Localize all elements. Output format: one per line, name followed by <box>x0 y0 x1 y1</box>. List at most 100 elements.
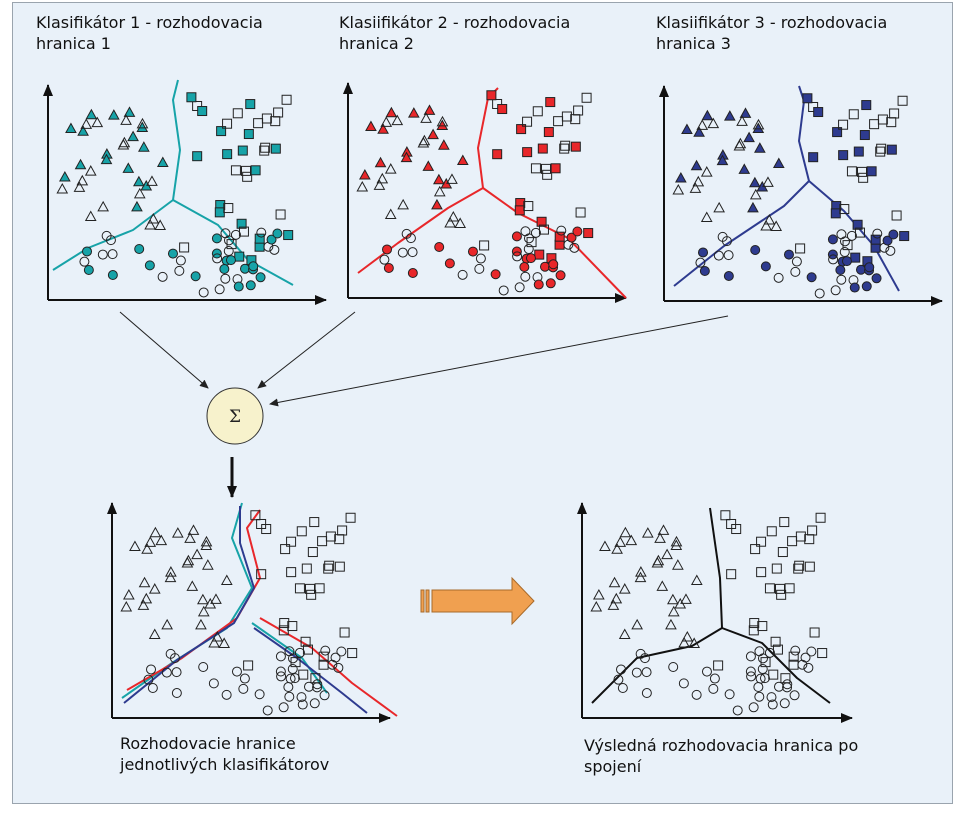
combined-square-point <box>325 531 336 542</box>
combined-square-point <box>261 524 272 535</box>
plot2-square-point <box>550 163 561 174</box>
combined-square-point <box>317 536 328 547</box>
combined-circle-point <box>276 671 287 682</box>
plot1-boundary <box>52 79 181 271</box>
result-circle-point <box>764 647 775 658</box>
plot3-triangle-point <box>689 182 702 193</box>
combined-triangle-point <box>161 618 173 630</box>
combined-triangle-point <box>155 534 168 546</box>
plot3-circle-point <box>841 256 852 267</box>
plot3-circle-point <box>791 256 802 267</box>
result-circle-point <box>708 683 719 694</box>
plot1-triangle-point <box>91 116 104 128</box>
result-circle-point <box>641 667 652 678</box>
plot3-triangle-point <box>690 159 703 171</box>
plot2-triangle-point <box>436 119 449 131</box>
plot1-circle-point <box>97 249 108 260</box>
plot2-circle-point <box>434 241 445 252</box>
result-triangle-point <box>680 593 692 604</box>
combined-triangle-point <box>191 548 203 560</box>
plot3-triangle-point <box>747 201 759 213</box>
combined-circle-point <box>238 683 249 694</box>
result-square-point <box>756 567 767 578</box>
plot2-circle-point <box>512 251 523 262</box>
plot3-triangle-point <box>707 117 720 129</box>
plot2-square-point <box>559 143 570 154</box>
result-square-point <box>764 583 775 594</box>
plot3-circle-point <box>806 272 817 283</box>
plot1-circle-point <box>83 264 94 275</box>
plot2-circle-point <box>545 278 556 289</box>
plot2-triangle-point <box>377 123 389 134</box>
combined-square-point <box>339 627 350 638</box>
plot1-triangle-point <box>107 109 120 120</box>
plot2-square-point <box>514 205 525 216</box>
plot3-triangle-point <box>696 119 709 130</box>
combined-triangle-point <box>187 524 200 535</box>
plot1-triangle-point <box>133 187 146 199</box>
plot1-triangle-point <box>84 165 97 176</box>
result-square-point <box>809 627 820 638</box>
plot1-square-point <box>192 100 203 111</box>
plot1-triangle-point <box>76 174 89 186</box>
plot2-circle-point <box>490 269 501 280</box>
combined-circle-point <box>165 648 176 659</box>
result-triangle-point <box>618 583 631 594</box>
result-square-point <box>749 618 760 629</box>
combined-square-point <box>298 669 309 680</box>
plot1-square-point <box>281 94 292 105</box>
plot3-square-point <box>832 127 843 138</box>
plot1-circle-point <box>107 270 118 281</box>
plot2-square-point <box>560 140 571 151</box>
plot3-triangle-point <box>770 220 783 231</box>
combined-square-point <box>250 510 261 521</box>
plot3-square-point <box>889 108 900 119</box>
plot2-triangle-point <box>427 128 439 140</box>
result-circle-point <box>754 646 765 657</box>
result-circle-point <box>732 705 743 716</box>
plot3-square-point <box>886 144 897 155</box>
plot2-triangle-point <box>433 173 445 185</box>
plot3-square-point <box>839 204 850 215</box>
combined-circle-point <box>284 691 295 702</box>
plot2-square-point <box>561 111 572 122</box>
plot2-triangle-point <box>373 179 386 190</box>
plot2-triangle-point <box>456 154 469 166</box>
plot2-triangle-point <box>374 156 387 168</box>
combined-square-point <box>287 621 298 632</box>
combined-circle-point <box>198 661 209 672</box>
plot1-triangle-point <box>118 136 131 148</box>
plot2-triangle-point <box>376 172 389 184</box>
plot2-triangle-point <box>422 160 435 171</box>
plot1-square-point <box>259 145 270 156</box>
combined-square-point <box>243 660 254 671</box>
result-triangle-point <box>667 593 679 605</box>
combined-square-point <box>256 569 267 580</box>
combined-square-point <box>280 544 291 555</box>
plot1-triangle-point <box>154 219 167 230</box>
result-square-point <box>795 531 806 542</box>
plot3-triangle-point <box>700 166 713 177</box>
result-circle-point <box>635 648 646 659</box>
plot2-triangle-point <box>454 217 467 228</box>
plot3-triangle-point <box>693 126 705 137</box>
combined-circle-point <box>147 682 158 693</box>
plot3-square-point <box>897 95 908 106</box>
plot3-triangle-point <box>754 142 766 153</box>
plot2-circle-point <box>523 243 534 254</box>
combined-triangle-point <box>197 605 210 617</box>
result-triangle-point <box>688 637 701 648</box>
combined-triangle-point <box>195 618 207 630</box>
result-square-point <box>756 536 767 547</box>
plot1-square-point <box>254 233 265 244</box>
plot2-triangle-point <box>385 106 398 118</box>
combined-circle-point <box>283 682 294 693</box>
result-triangle-point <box>618 628 631 639</box>
plot3-square-point <box>869 119 880 130</box>
plot3-triangle-point <box>713 201 725 213</box>
result-circle-point <box>782 682 793 693</box>
plot2-circle-point <box>511 231 522 242</box>
plot1-triangle-point <box>147 212 160 224</box>
combined-circle-point <box>284 646 295 657</box>
combined-triangle-point <box>200 535 213 547</box>
